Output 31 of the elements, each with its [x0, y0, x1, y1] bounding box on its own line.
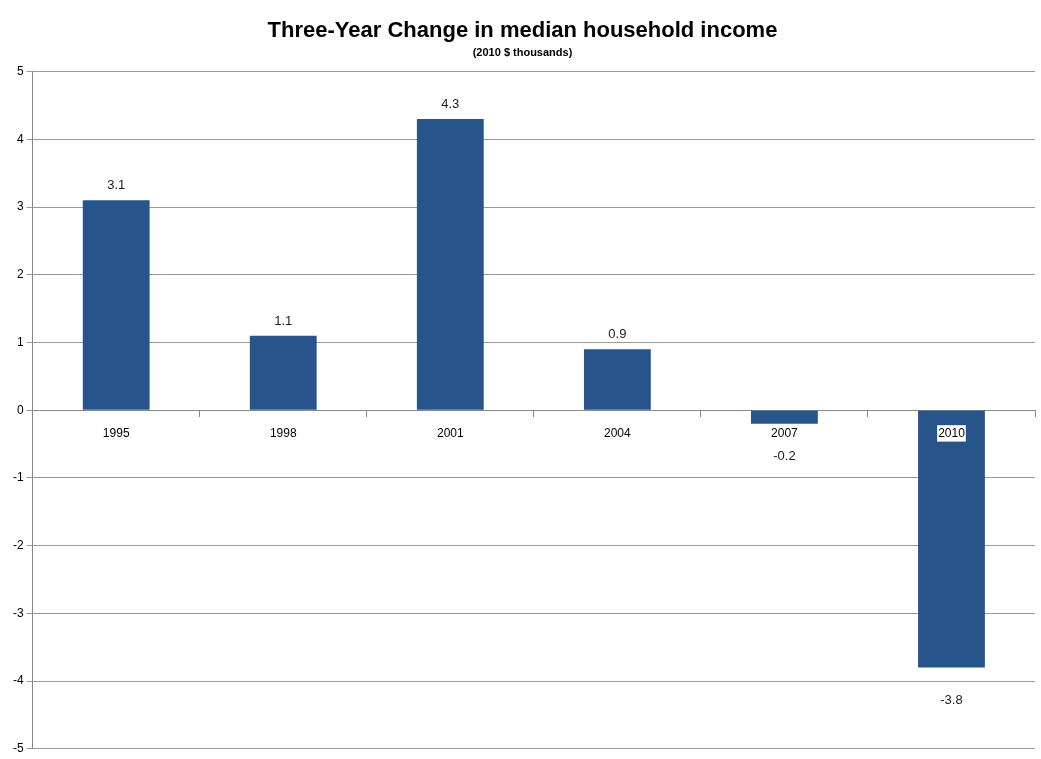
data-label: 1.1 — [274, 312, 293, 328]
y-tick-label: 0 — [16, 402, 24, 417]
y-tick-label: 4 — [16, 131, 24, 146]
bar — [918, 410, 985, 668]
y-tick-label: 2 — [16, 267, 24, 282]
y-tick-label: -4 — [13, 673, 24, 688]
y-tick-label: -2 — [13, 537, 24, 552]
data-label: 0.9 — [608, 326, 627, 342]
x-tick-label: 2010 — [938, 425, 966, 440]
data-label: -3.8 — [940, 691, 963, 707]
bar — [751, 410, 818, 424]
y-tick-label: -5 — [13, 741, 24, 756]
x-tick-label: 2001 — [436, 425, 464, 440]
y-tick-label: 3 — [16, 199, 24, 214]
chart-title: Three-Year Change in median household income — [267, 17, 778, 43]
data-label: 3.1 — [107, 177, 126, 193]
x-tick-label: 1998 — [269, 425, 297, 440]
x-tick-label: 2004 — [604, 425, 632, 440]
chart-subtitle: (2010 $ thousands) — [472, 46, 573, 59]
y-tick-label: 5 — [16, 63, 24, 78]
x-tick-label: 1995 — [102, 425, 130, 440]
bar — [583, 349, 651, 410]
bar — [249, 335, 317, 410]
y-tick-label: -3 — [13, 605, 24, 620]
y-tick-label: 1 — [16, 334, 24, 349]
data-label: -0.2 — [773, 447, 796, 463]
x-tick-label: 2007 — [771, 425, 799, 440]
bar — [416, 119, 484, 410]
bar — [82, 200, 150, 410]
y-tick-label: -1 — [13, 470, 24, 485]
data-label: 4.3 — [441, 96, 460, 112]
